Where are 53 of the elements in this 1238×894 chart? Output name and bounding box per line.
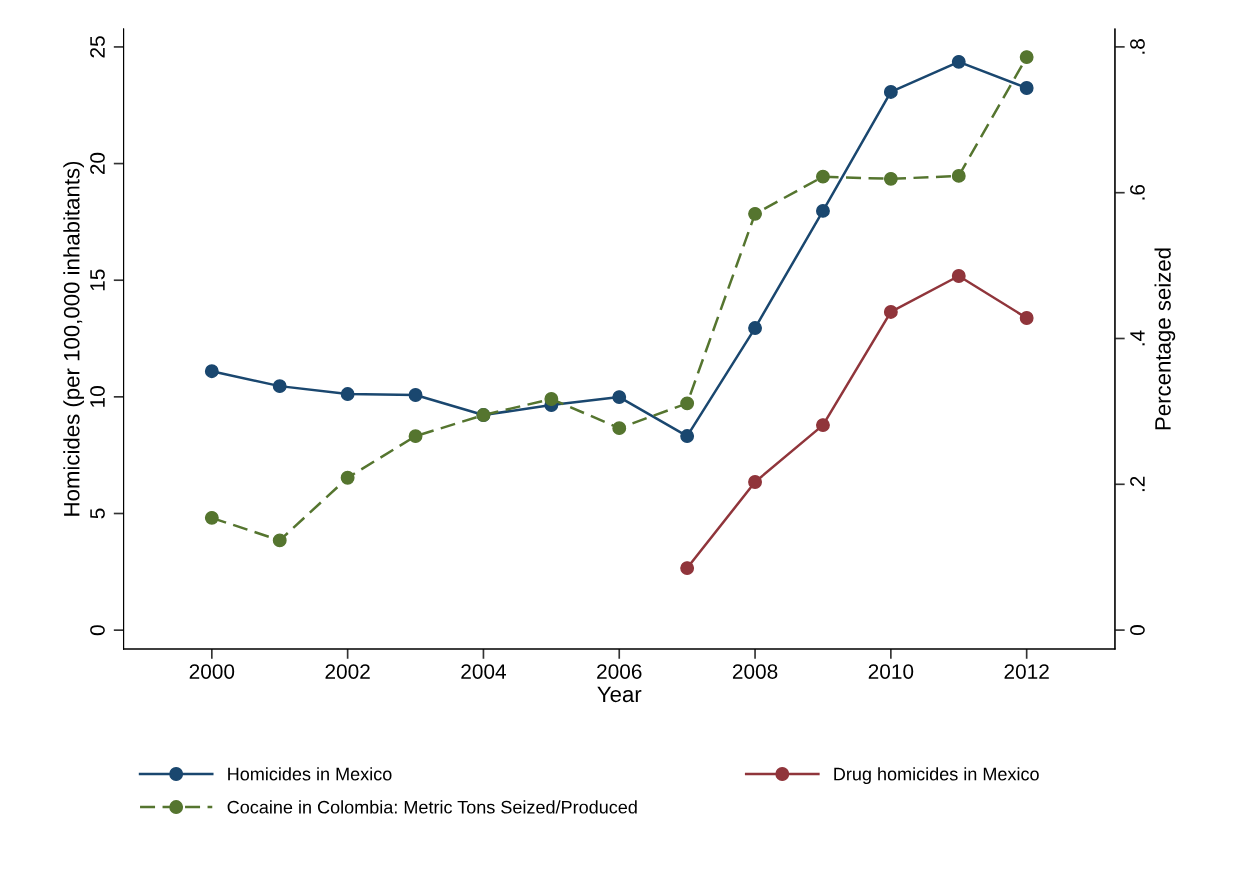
point bbox=[951, 168, 966, 183]
y-tick-label: 5 bbox=[90, 508, 105, 519]
point bbox=[204, 510, 219, 525]
point bbox=[748, 206, 762, 221]
x-axis-title: Year bbox=[597, 686, 642, 703]
y2-tick-label: .8 bbox=[1130, 39, 1145, 54]
point bbox=[1019, 50, 1034, 65]
point bbox=[748, 475, 762, 489]
legend-label: Cocaine in Colombia: Metric Tons Seized/Produced bbox=[227, 800, 637, 814]
point bbox=[883, 171, 898, 186]
point bbox=[680, 561, 695, 576]
y-tick-label: 0 bbox=[90, 625, 105, 636]
point bbox=[748, 321, 762, 335]
point bbox=[951, 54, 966, 69]
y2-tick-label: 0 bbox=[1130, 625, 1145, 636]
point bbox=[816, 203, 830, 218]
point bbox=[204, 364, 219, 379]
x-tick-label: 2012 bbox=[1004, 664, 1049, 679]
point bbox=[1019, 81, 1034, 95]
point bbox=[612, 421, 627, 436]
point bbox=[272, 379, 287, 394]
y-tick-label: 25 bbox=[90, 36, 105, 58]
point bbox=[408, 429, 423, 444]
point bbox=[340, 470, 355, 485]
x-tick-label: 2000 bbox=[189, 664, 235, 679]
point bbox=[816, 169, 830, 184]
y2-tick-label: .4 bbox=[1130, 330, 1145, 346]
point bbox=[883, 304, 898, 319]
point bbox=[408, 388, 423, 402]
point bbox=[340, 387, 355, 402]
point bbox=[1019, 311, 1034, 325]
y-tick-label: 15 bbox=[90, 269, 105, 291]
point bbox=[544, 392, 559, 406]
y-tick-label: 10 bbox=[90, 386, 105, 407]
x-tick-label: 2010 bbox=[868, 664, 914, 679]
point bbox=[816, 418, 830, 433]
y-axis-title: Homicides (per 100,000 inhabitants) bbox=[63, 161, 84, 516]
x-tick-label: 2006 bbox=[597, 664, 642, 679]
x-tick-label: 2008 bbox=[732, 664, 778, 679]
point bbox=[883, 85, 898, 99]
point bbox=[680, 429, 695, 443]
y-tick-label: 20 bbox=[90, 152, 105, 175]
y2-tick-label: .6 bbox=[1130, 184, 1145, 200]
point bbox=[612, 390, 627, 405]
point bbox=[272, 533, 287, 548]
point bbox=[680, 396, 695, 411]
x-tick-label: 2002 bbox=[325, 664, 370, 679]
point bbox=[951, 269, 966, 283]
legend-label: Drug homicides in Mexico bbox=[834, 767, 1039, 785]
x-tick-label: 2004 bbox=[461, 664, 507, 679]
y2-tick-label: .2 bbox=[1130, 476, 1145, 492]
legend-label: Homicides in Mexico bbox=[228, 767, 392, 781]
y2-axis-title: Percentage seized bbox=[1154, 248, 1176, 430]
